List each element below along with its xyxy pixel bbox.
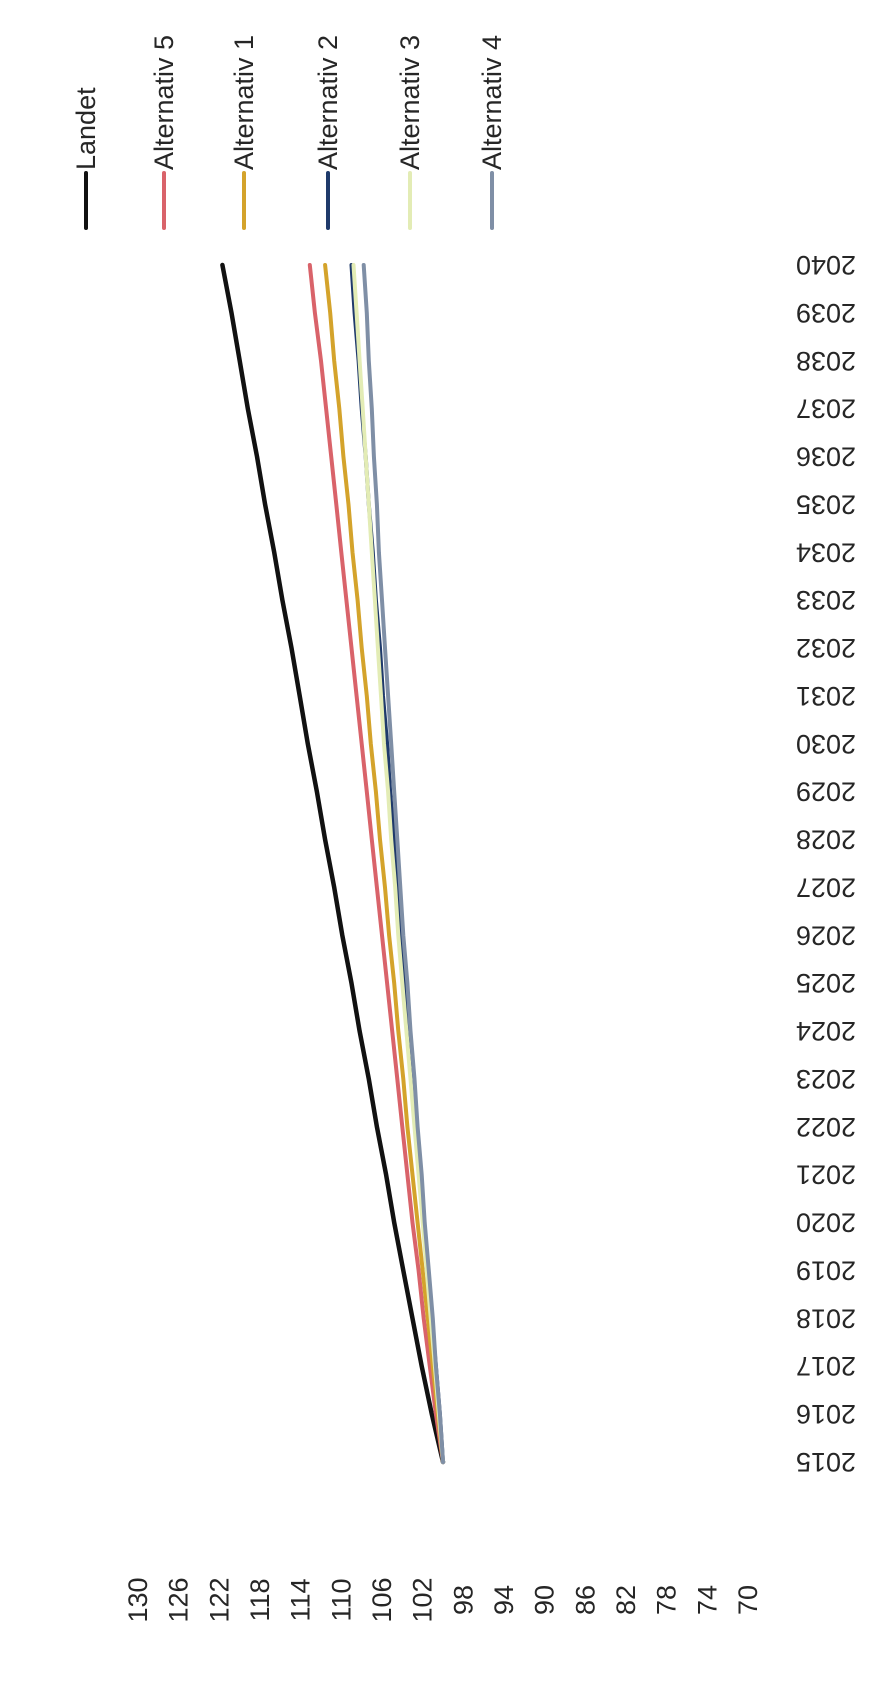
series-line-alternativ-5 [307,263,445,1464]
series-line-alternativ-3 [351,263,445,1464]
x-tick-label: 2027 [796,872,856,902]
y-tick-label: 126 [164,1577,194,1622]
x-tick-label: 2028 [796,825,856,855]
legend-label: Alternativ 1 [229,35,259,170]
legend-label: Landet [71,87,101,170]
y-tick-label: 82 [611,1585,641,1615]
x-tick-label: 2034 [796,537,856,567]
legend-label: Alternativ 4 [477,35,507,170]
x-tick-label: 2015 [796,1447,856,1477]
legend-label: Alternativ 3 [395,35,425,170]
x-tick-label: 2031 [796,681,856,711]
y-tick-label: 106 [367,1577,397,1622]
y-tick-label: 70 [733,1585,763,1615]
y-tick-label: 98 [448,1585,478,1615]
x-tick-label: 2024 [796,1016,856,1046]
x-tick-label: 2025 [796,968,856,998]
y-tick-label: 94 [489,1585,519,1615]
legend-label: Alternativ 2 [313,35,343,170]
x-tick-label: 2017 [796,1351,856,1381]
x-tick-label: 2039 [796,298,856,328]
x-tick-label: 2023 [796,1064,856,1094]
legend-label: Alternativ 5 [149,35,179,170]
x-tick-label: 2018 [796,1303,856,1333]
x-tick-label: 2026 [796,920,856,950]
x-tick-label: 2032 [796,633,856,663]
y-tick-label: 114 [286,1578,316,1621]
x-tick-label: 2016 [796,1399,856,1429]
y-axis-tick-labels: 70 74 78 82 86 90 94 98 102 106 110 114 118 122 126 130 [123,1577,763,1622]
x-tick-label: 2019 [796,1255,856,1285]
y-tick-label: 102 [408,1577,438,1622]
x-tick-label: 2020 [796,1208,856,1238]
x-tick-label: 2030 [796,729,856,759]
x-tick-label: 2037 [796,394,856,424]
x-tick-label: 2035 [796,489,856,519]
series-lines [220,262,446,1465]
y-tick-label: 118 [245,1578,275,1621]
x-tick-label: 2036 [796,442,856,472]
series-line-alternativ-1 [323,263,445,1464]
x-tick-label: 2038 [796,346,856,376]
legend: Landet Alternativ 5 Alternativ 1 Alternativ… [71,35,507,230]
y-tick-label: 78 [652,1585,682,1615]
y-tick-label: 122 [204,1577,234,1622]
x-tick-label: 2033 [796,585,856,615]
y-tick-label: 110 [326,1578,356,1621]
x-tick-label: 2029 [796,777,856,807]
x-axis-tick-labels: 2015 2016 2017 2018 2019 2020 2021 2022 2023 2024… [796,250,856,1477]
x-tick-label: 2021 [796,1160,856,1190]
y-tick-label: 90 [530,1585,560,1615]
x-tick-label: 2040 [796,250,856,280]
x-tick-label: 2022 [796,1112,856,1142]
y-tick-label: 74 [692,1585,722,1615]
y-tick-label: 130 [123,1577,153,1622]
series-line-landet [220,262,446,1465]
series-line-alternativ-4 [361,263,445,1464]
y-tick-label: 86 [570,1585,600,1615]
